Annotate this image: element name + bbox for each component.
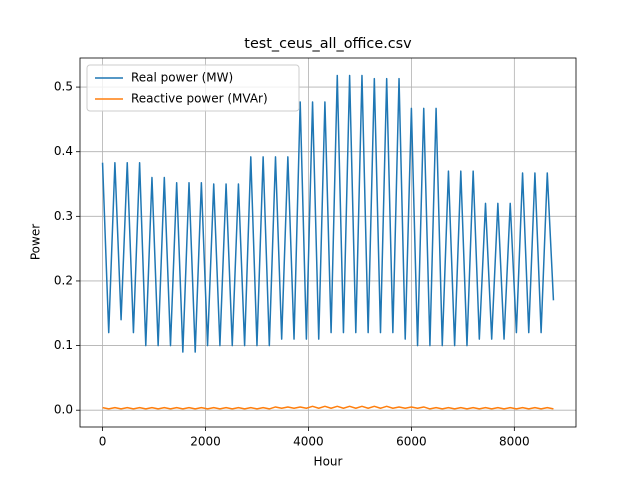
plot-frame [79,57,577,428]
x-tick-label: 4000 [293,435,324,449]
y-tick-label: 0.0 [54,403,73,417]
x-tick-label: 2000 [190,435,221,449]
y-tick-label: 0.5 [54,80,73,94]
x-tick-label: 0 [99,435,107,449]
x-tick-label: 8000 [499,435,530,449]
y-tick-label: 0.2 [54,273,73,287]
y-tick-label: 0.1 [54,338,73,352]
chart-title: test_ceus_all_office.csv [244,36,412,52]
legend-label: Real power (MW) [131,71,233,85]
legend-box [86,64,300,112]
y-tick-label: 0.4 [54,144,73,158]
x-axis-label: Hour [314,455,343,469]
x-tick-label: 6000 [396,435,427,449]
legend-label: Reactive power (MVAr) [131,92,268,106]
series-line [101,74,555,353]
series-line [102,405,554,410]
y-axis-label: Power [29,224,43,260]
y-tick-label: 0.3 [54,209,73,223]
